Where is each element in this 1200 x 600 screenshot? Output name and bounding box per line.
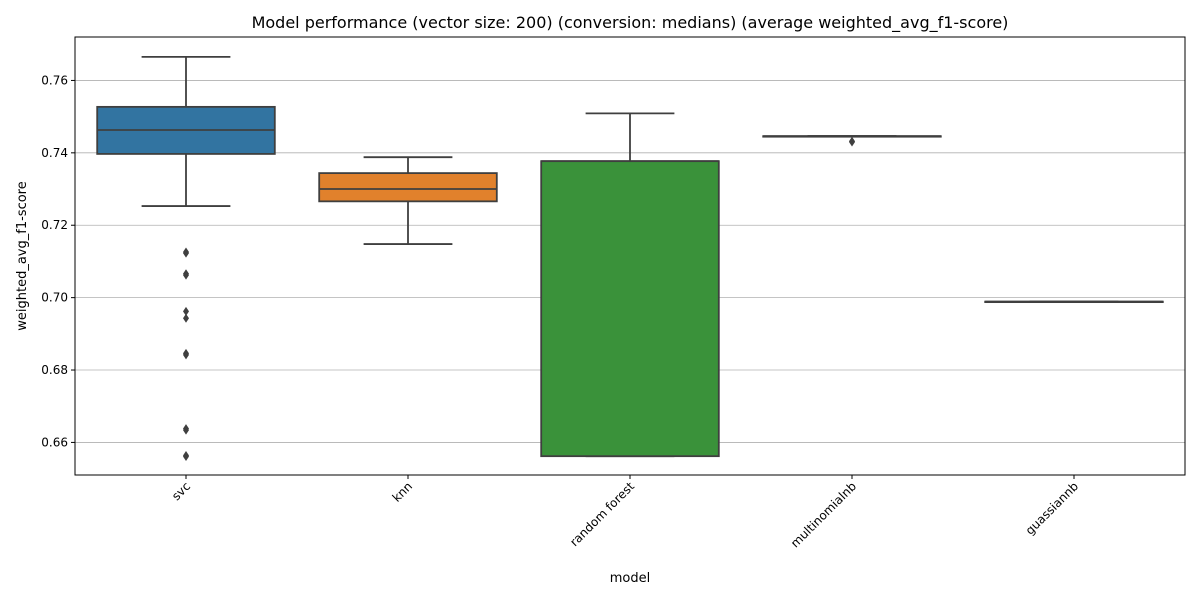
chart-title: Model performance (vector size: 200) (co… — [252, 13, 1009, 33]
box-group — [762, 135, 942, 147]
box-group — [984, 300, 1164, 304]
y-tick-label: 0.70 — [41, 291, 68, 305]
y-axis-ticks: 0.66 0.68 0.70 0.72 0.74 0.76 — [41, 73, 75, 449]
box-iqr — [318, 172, 498, 203]
outlier-point — [183, 452, 189, 462]
outlier-point — [183, 425, 189, 435]
outlier-point — [183, 313, 189, 323]
x-axis-label: model — [610, 571, 650, 586]
outlier-point — [183, 350, 189, 360]
y-axis-label: weighted_avg_f1-score — [15, 181, 30, 330]
outlier-point — [183, 270, 189, 280]
box-iqr — [540, 160, 720, 458]
outlier-point — [183, 306, 189, 316]
plot-boxes — [96, 56, 1164, 462]
y-tick-label: 0.76 — [41, 73, 68, 87]
y-tick-label: 0.66 — [41, 435, 68, 449]
y-tick-label: 0.74 — [41, 146, 68, 160]
box-group — [318, 156, 498, 245]
box-group — [540, 112, 720, 458]
y-tick-label: 0.68 — [41, 363, 68, 377]
box-group — [96, 56, 276, 462]
outlier-point — [183, 248, 189, 258]
y-tick-label: 0.72 — [41, 218, 68, 232]
outlier-point — [849, 137, 855, 147]
